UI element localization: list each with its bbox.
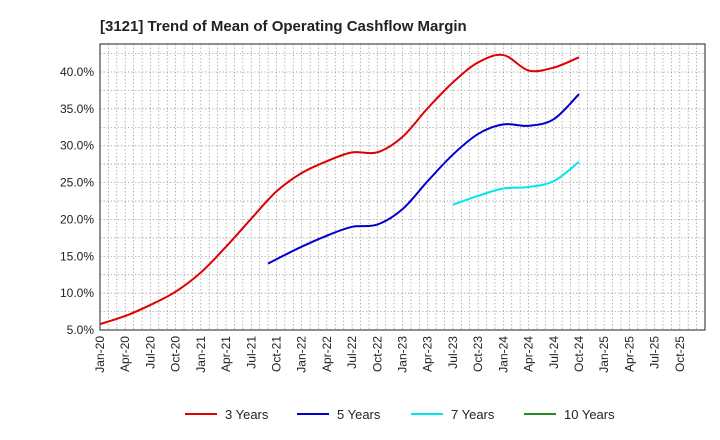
- x-tick-label: Oct-24: [572, 336, 586, 372]
- x-tick-label: Oct-20: [169, 336, 183, 372]
- y-tick-label: 25.0%: [60, 176, 94, 190]
- x-tick-label: Jan-20: [93, 336, 107, 373]
- legend-label: 7 Years: [451, 407, 495, 422]
- series-line-3-years: [99, 53, 580, 326]
- series-lines: [99, 53, 580, 326]
- x-tick-label: Apr-21: [219, 336, 233, 372]
- x-tick-label: Apr-24: [522, 336, 536, 372]
- legend-item: 7 Years: [411, 407, 495, 422]
- x-tick-label: Jan-22: [295, 336, 309, 373]
- x-tick-label: Jul-22: [345, 336, 359, 369]
- x-tick-label: Oct-21: [269, 336, 283, 372]
- grid: [100, 44, 705, 330]
- plot-frame: [99, 43, 706, 331]
- legend-label: 5 Years: [337, 407, 381, 422]
- x-tick-label: Apr-20: [118, 336, 132, 372]
- legend-item: 5 Years: [297, 407, 381, 422]
- x-axis: Jan-20 Apr-20 Jul-20 Oct-20 Jan-21 Apr-21 Jul-…: [93, 336, 687, 373]
- y-tick-label: 15.0%: [60, 249, 94, 263]
- x-tick-label: Apr-22: [320, 336, 334, 372]
- y-axis: 5.0% 10.0% 15.0% 20.0% 25.0% 30.0% 35.0% 40.0%: [60, 65, 94, 337]
- legend-label: 3 Years: [225, 407, 269, 422]
- y-tick-label: 30.0%: [60, 139, 94, 153]
- y-tick-label: 35.0%: [60, 102, 94, 116]
- x-tick-label: Oct-22: [370, 336, 384, 372]
- legend-item: 3 Years: [185, 407, 269, 422]
- y-tick-label: 40.0%: [60, 65, 94, 79]
- y-tick-label: 20.0%: [60, 212, 94, 226]
- x-tick-label: Oct-25: [673, 336, 687, 372]
- series-line-5-years: [267, 93, 580, 265]
- x-tick-label: Jul-20: [143, 336, 157, 369]
- legend-item: 10 Years: [524, 407, 615, 422]
- y-tick-label: 10.0%: [60, 286, 94, 300]
- x-tick-label: Jan-24: [496, 336, 510, 373]
- x-tick-label: Jan-25: [597, 336, 611, 373]
- x-tick-label: Apr-25: [622, 336, 636, 372]
- series-line-7-years: [452, 161, 580, 206]
- x-tick-label: Jan-23: [396, 336, 410, 373]
- x-tick-label: Oct-23: [471, 336, 485, 372]
- legend-label: 10 Years: [564, 407, 615, 422]
- x-tick-label: Jul-21: [244, 336, 258, 369]
- x-tick-label: Jan-21: [194, 336, 208, 373]
- legend: 3 Years 5 Years 7 Years 10 Years: [185, 407, 615, 422]
- y-tick-label: 5.0%: [67, 323, 95, 337]
- x-tick-label: Apr-23: [421, 336, 435, 372]
- x-tick-label: Jul-23: [446, 336, 460, 369]
- x-tick-label: Jul-25: [648, 336, 662, 369]
- x-tick-label: Jul-24: [547, 336, 561, 369]
- chart-title: [3121] Trend of Mean of Operating Cashfl…: [100, 18, 467, 35]
